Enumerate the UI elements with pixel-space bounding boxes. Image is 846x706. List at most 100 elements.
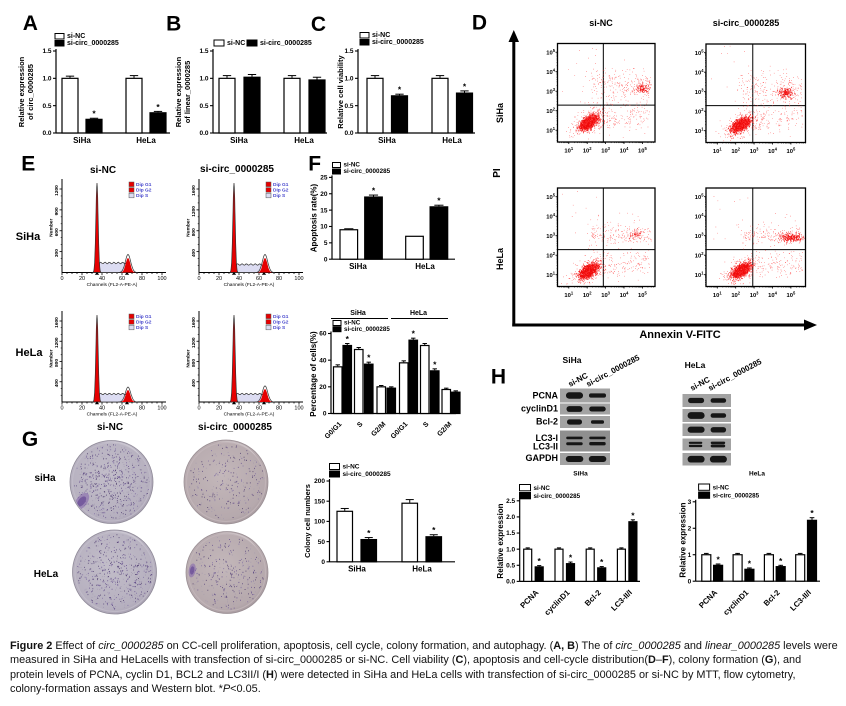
svg-text:105: 105 <box>546 48 555 56</box>
svg-text:G: G <box>22 428 38 451</box>
svg-text:cyclinD1: cyclinD1 <box>521 404 558 414</box>
svg-text:HeLa: HeLa <box>749 471 765 478</box>
svg-text:0: 0 <box>60 276 63 282</box>
svg-text:SiHa: SiHa <box>348 565 366 574</box>
svg-text:104: 104 <box>620 291 629 299</box>
svg-text:si-NC: si-NC <box>534 485 551 492</box>
svg-text:LC3-II/I: LC3-II/I <box>609 588 634 613</box>
svg-text:0.5: 0.5 <box>199 103 208 110</box>
svg-text:S: S <box>422 421 430 429</box>
svg-text:150: 150 <box>314 498 325 505</box>
svg-text:101: 101 <box>564 291 573 299</box>
svg-text:*: * <box>569 553 573 563</box>
svg-text:105: 105 <box>695 193 704 201</box>
svg-text:G2/M: G2/M <box>370 421 387 438</box>
svg-text:Dip G1: Dip G1 <box>273 314 289 320</box>
svg-text:si-circ_0000285: si-circ_0000285 <box>198 422 272 433</box>
svg-text:0.0: 0.0 <box>344 130 353 137</box>
svg-text:3: 3 <box>688 499 692 506</box>
svg-text:Number: Number <box>49 349 55 367</box>
svg-text:101: 101 <box>695 127 704 135</box>
svg-text:si-NC: si-NC <box>372 32 390 39</box>
svg-text:104: 104 <box>695 212 704 220</box>
svg-text:si-circ_0000285: si-circ_0000285 <box>585 353 642 389</box>
svg-text:*: * <box>716 554 720 564</box>
svg-text:cyclinD1: cyclinD1 <box>721 588 751 618</box>
svg-text:G0/G1: G0/G1 <box>390 421 410 441</box>
svg-text:1200: 1200 <box>54 185 60 196</box>
svg-text:*: * <box>463 81 467 91</box>
svg-text:*: * <box>433 359 437 369</box>
svg-text:C: C <box>311 13 326 36</box>
svg-text:5: 5 <box>324 240 328 247</box>
svg-text:60: 60 <box>319 331 327 338</box>
svg-text:103: 103 <box>546 232 555 240</box>
svg-text:si-circ_0000285: si-circ_0000285 <box>707 357 764 393</box>
svg-text:si-NC: si-NC <box>67 33 85 40</box>
svg-text:Bcl-2: Bcl-2 <box>536 417 558 427</box>
svg-text:105: 105 <box>695 49 704 57</box>
svg-text:1.5: 1.5 <box>199 48 208 55</box>
svg-text:200: 200 <box>314 478 325 485</box>
svg-text:60: 60 <box>119 276 125 282</box>
svg-text:1.0: 1.0 <box>42 76 51 83</box>
svg-text:F: F <box>308 153 321 176</box>
svg-text:Relative expression: Relative expression <box>679 502 688 577</box>
svg-text:si-NC: si-NC <box>713 485 730 492</box>
svg-text:*: * <box>748 558 752 568</box>
svg-text:20: 20 <box>79 406 85 412</box>
svg-text:1200: 1200 <box>191 337 197 348</box>
svg-text:104: 104 <box>620 146 629 154</box>
svg-text:104: 104 <box>546 212 555 220</box>
svg-text:300: 300 <box>54 249 60 257</box>
svg-text:1.0: 1.0 <box>506 546 515 553</box>
svg-text:800: 800 <box>191 359 197 367</box>
svg-text:Dip G2: Dip G2 <box>136 188 152 194</box>
svg-text:PCNA: PCNA <box>532 391 558 401</box>
svg-text:Apoptosis rate(%): Apoptosis rate(%) <box>310 183 319 252</box>
svg-text:102: 102 <box>731 147 740 155</box>
svg-text:100: 100 <box>294 276 303 282</box>
svg-text:si-NC: si-NC <box>344 320 361 327</box>
svg-text:800: 800 <box>191 228 197 236</box>
svg-text:si-circ_0000285: si-circ_0000285 <box>713 493 760 500</box>
svg-text:*: * <box>372 186 376 196</box>
svg-text:100: 100 <box>157 406 166 412</box>
svg-text:80: 80 <box>139 276 145 282</box>
svg-text:102: 102 <box>583 291 592 299</box>
svg-text:20: 20 <box>319 384 327 391</box>
svg-text:105: 105 <box>638 146 647 154</box>
svg-text:Number: Number <box>186 349 192 367</box>
svg-text:PCNA: PCNA <box>518 588 540 610</box>
svg-text:1: 1 <box>688 552 692 559</box>
svg-text:Dip S: Dip S <box>273 325 286 331</box>
svg-text:Dip S: Dip S <box>136 325 149 331</box>
svg-text:400: 400 <box>191 379 197 387</box>
svg-text:SiHa: SiHa <box>350 310 366 317</box>
svg-text:100: 100 <box>157 276 166 282</box>
svg-text:H: H <box>491 366 506 389</box>
svg-text:102: 102 <box>731 291 740 299</box>
svg-text:E: E <box>21 153 35 176</box>
svg-text:2.5: 2.5 <box>506 498 515 505</box>
svg-text:Percentage of cells(%): Percentage of cells(%) <box>309 331 318 417</box>
svg-text:*: * <box>367 528 371 538</box>
svg-text:25: 25 <box>320 175 328 182</box>
svg-text:Relative expression: Relative expression <box>496 503 505 578</box>
svg-text:Dip G2: Dip G2 <box>136 320 152 326</box>
svg-text:1200: 1200 <box>191 206 197 217</box>
svg-text:Channels (FL2-A-PE-A): Channels (FL2-A-PE-A) <box>224 412 275 418</box>
svg-text:HeLa: HeLa <box>415 262 435 271</box>
svg-text:PCNA: PCNA <box>697 588 719 610</box>
svg-text:1.0: 1.0 <box>344 76 353 83</box>
svg-text:104: 104 <box>768 291 777 299</box>
svg-text:Dip G1: Dip G1 <box>136 314 152 320</box>
svg-text:104: 104 <box>546 68 555 76</box>
svg-text:Dip G1: Dip G1 <box>136 182 152 188</box>
svg-text:Channels (FL2-A-PE-A): Channels (FL2-A-PE-A) <box>224 282 275 288</box>
svg-text:103: 103 <box>695 232 704 240</box>
svg-text:Annexin V-FITC: Annexin V-FITC <box>639 329 720 341</box>
svg-text:60: 60 <box>256 276 262 282</box>
svg-text:G0/G1: G0/G1 <box>324 421 344 441</box>
svg-text:HeLa: HeLa <box>136 136 156 145</box>
